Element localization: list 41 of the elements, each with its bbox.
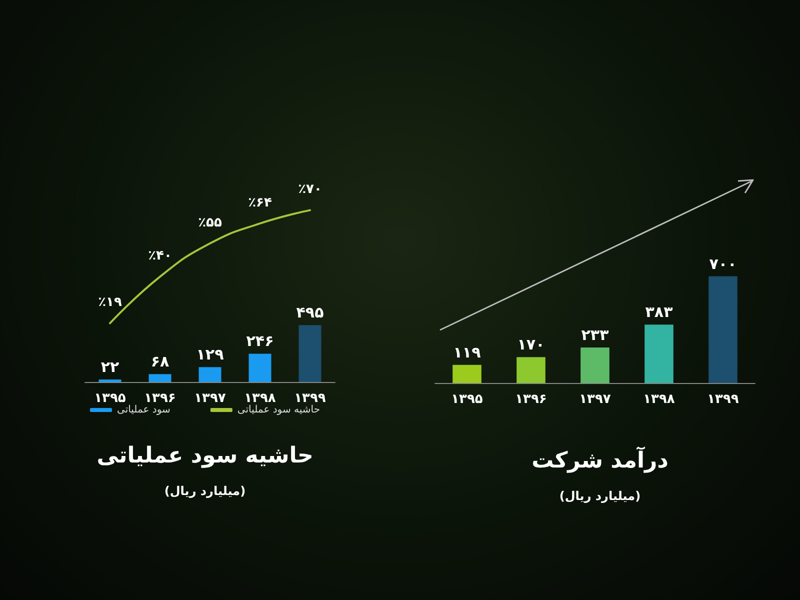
x-tick-label: ۱۳۹۵ (451, 392, 483, 407)
data-label: ٪۵۵ (198, 215, 222, 230)
data-label: ٪۴۰ (148, 248, 172, 264)
data-label: ۳۸۳ (645, 303, 673, 322)
data-label: ۲۲ (100, 358, 120, 376)
x-tick-label: ۱۳۹۷ (579, 392, 611, 407)
bar (708, 276, 738, 383)
data-label: ۱۷۰ (517, 336, 545, 354)
x-tick-label: ۱۳۹۸ (244, 391, 276, 406)
bar (148, 374, 172, 382)
data-label: ۶۸ (150, 352, 170, 371)
x-tick-label: ۱۳۹۹ (294, 391, 326, 406)
data-label: ۷۰۰ (709, 254, 737, 273)
bar (248, 354, 272, 382)
bar (452, 364, 482, 383)
x-tick-label: ۱۳۹۶ (144, 391, 176, 406)
bar (198, 367, 222, 382)
data-label: ۲۴۶ (246, 332, 274, 350)
data-label: ٪۶۴ (248, 195, 272, 210)
data-label: ۱۱۹ (453, 343, 481, 362)
x-tick-label: ۱۳۹۷ (194, 391, 226, 406)
legend-label: سود عملیاتی (117, 404, 170, 416)
text: درآمد شرکت (532, 446, 668, 474)
data-label: ۲۳۳ (581, 326, 609, 344)
text: (میلیارد ریال) (559, 489, 641, 503)
x-tick-label: ۱۳۹۵ (94, 391, 126, 406)
bar (516, 357, 546, 383)
x-tick-label: ۱۳۹۸ (643, 392, 675, 407)
text: حاشیه سود عملیاتی (96, 444, 314, 468)
data-label: ۱۲۹ (196, 346, 224, 364)
x-tick-label: ۱۳۹۹ (707, 392, 739, 407)
bar (298, 325, 322, 382)
bar (98, 379, 122, 382)
data-label: ٪۱۹ (98, 295, 122, 310)
data-label: ۴۹۵ (296, 304, 324, 322)
bar (644, 324, 674, 383)
x-tick-label: ۱۳۹۶ (515, 392, 547, 407)
bar (580, 347, 610, 383)
legend-label: حاشیه سود عملیاتی (237, 404, 320, 416)
data-label: ٪۷۰ (298, 182, 322, 198)
text: (میلیارد ریال) (164, 484, 246, 498)
